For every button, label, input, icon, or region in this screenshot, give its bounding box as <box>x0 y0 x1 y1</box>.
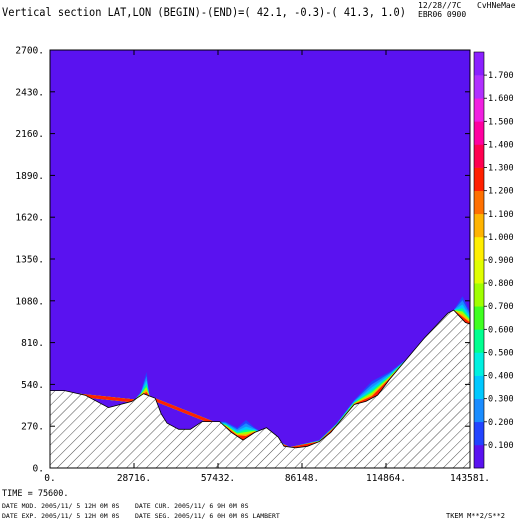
colorbar-segment <box>474 52 484 76</box>
colorbar-segment <box>474 75 484 99</box>
colorbar-tick-label: 0.200 <box>488 418 514 428</box>
colorbar-tick-label: 0.400 <box>488 372 514 382</box>
x-tick-label: 143581. <box>450 473 490 484</box>
colorbar-segment <box>474 144 484 168</box>
colorbar-tick-label: 1.000 <box>488 233 514 243</box>
tke-band-4 <box>50 310 470 451</box>
terrain-hatched-area <box>49 309 471 469</box>
chart-title: Vertical section LAT,LON (BEGIN)-(END)=(… <box>2 5 406 19</box>
y-tick-label: 2430. <box>15 87 44 98</box>
colorbar-segment <box>474 421 484 446</box>
tke-band-3 <box>50 308 470 451</box>
y-tick-label: 540. <box>21 380 44 391</box>
colorbar-tick-label: 1.200 <box>488 187 514 197</box>
colorbar-tick-label: 1.300 <box>488 164 514 174</box>
colorbar-tick-label: 1.500 <box>488 117 514 127</box>
colorbar-segment <box>474 444 484 469</box>
colorbar-segment <box>474 306 484 330</box>
date-mod-label: DATE MOD. 2005/11/ 5 12H 0M 0S <box>2 502 119 510</box>
y-tick-label: 1620. <box>15 213 44 224</box>
colorbar-segment <box>474 329 484 353</box>
colorbar-tick-label: 0.100 <box>488 441 514 451</box>
x-tick-label: 0. <box>44 473 55 484</box>
x-tick-label: 114864. <box>366 473 406 484</box>
x-axis: 0. 28716. 57432. 86148. 114864. 143581. <box>44 50 490 484</box>
date-cur-label: DATE CUR. 2005/11/ 6 9H 0M 0S <box>135 502 249 510</box>
date-exp-label: DATE EXP. 2005/11/ 5 12H 0M 0S <box>2 512 119 520</box>
plot-area <box>49 49 471 469</box>
date-code: 12/28//7C <box>418 1 462 10</box>
colorbar-tick-label: 1.400 <box>488 140 514 150</box>
colorbar-segment <box>474 375 484 399</box>
x-tick-label: 28716. <box>117 473 151 484</box>
tke-band-2 <box>50 304 470 451</box>
x-tick-label: 57432. <box>201 473 235 484</box>
colorbar-tick-label: 1.100 <box>488 210 514 220</box>
y-tick-label: 2700. <box>15 46 44 57</box>
colorbar-segment <box>474 236 484 261</box>
colorbar-tick-label: 0.500 <box>488 348 514 358</box>
colorbar-segment <box>474 398 484 423</box>
date-seg-label: DATE SEG. 2005/11/ 6 0H 0M 0S LAMBERT <box>135 512 280 520</box>
colorbar-segment <box>474 167 484 191</box>
colorbar-segment <box>474 283 484 307</box>
y-tick-label: 2160. <box>15 129 44 140</box>
y-axis: 0. 270. 540. 810. 1080. 1350. 1620. 1890. 2160. 2… <box>15 46 470 475</box>
colorbar-tick-label: 1.700 <box>488 71 514 81</box>
y-tick-label: 1350. <box>15 255 44 266</box>
y-tick-label: 270. <box>21 422 44 433</box>
colorbar-tick-label: 0.800 <box>488 279 514 289</box>
colorbar-segment <box>474 213 484 238</box>
y-tick-label: 1080. <box>15 296 44 307</box>
colorbar-tick-label: 0.700 <box>488 302 514 312</box>
colorbar-tick-label: 0.600 <box>488 325 514 335</box>
y-tick-label: 1890. <box>15 171 44 182</box>
y-tick-label: 810. <box>21 338 44 349</box>
colorbar-segment <box>474 98 484 122</box>
colorbar-tick-label: 0.900 <box>488 256 514 266</box>
colorbar-segment <box>474 121 484 145</box>
y-tick-label: 0. <box>33 464 44 475</box>
colorbar-segment <box>474 352 484 376</box>
time-label: TIME = 75600. <box>2 489 69 499</box>
colorbar: 0.100 0.200 0.300 0.400 0.500 0.600 0.700 0.800… <box>473 51 514 469</box>
colorbar-tick-label: 1.600 <box>488 94 514 104</box>
colorbar-segment <box>474 190 484 215</box>
colorbar-segment <box>474 260 484 284</box>
run-code: EBR06 0900 <box>418 10 466 19</box>
colorbar-tick-label: 0.300 <box>488 395 514 405</box>
x-tick-label: 86148. <box>285 473 319 484</box>
variable-label: TKEM M**2/S**2 <box>446 512 505 520</box>
tke-contour-layer <box>50 296 470 451</box>
user-code: CvHNeMae <box>477 1 516 10</box>
